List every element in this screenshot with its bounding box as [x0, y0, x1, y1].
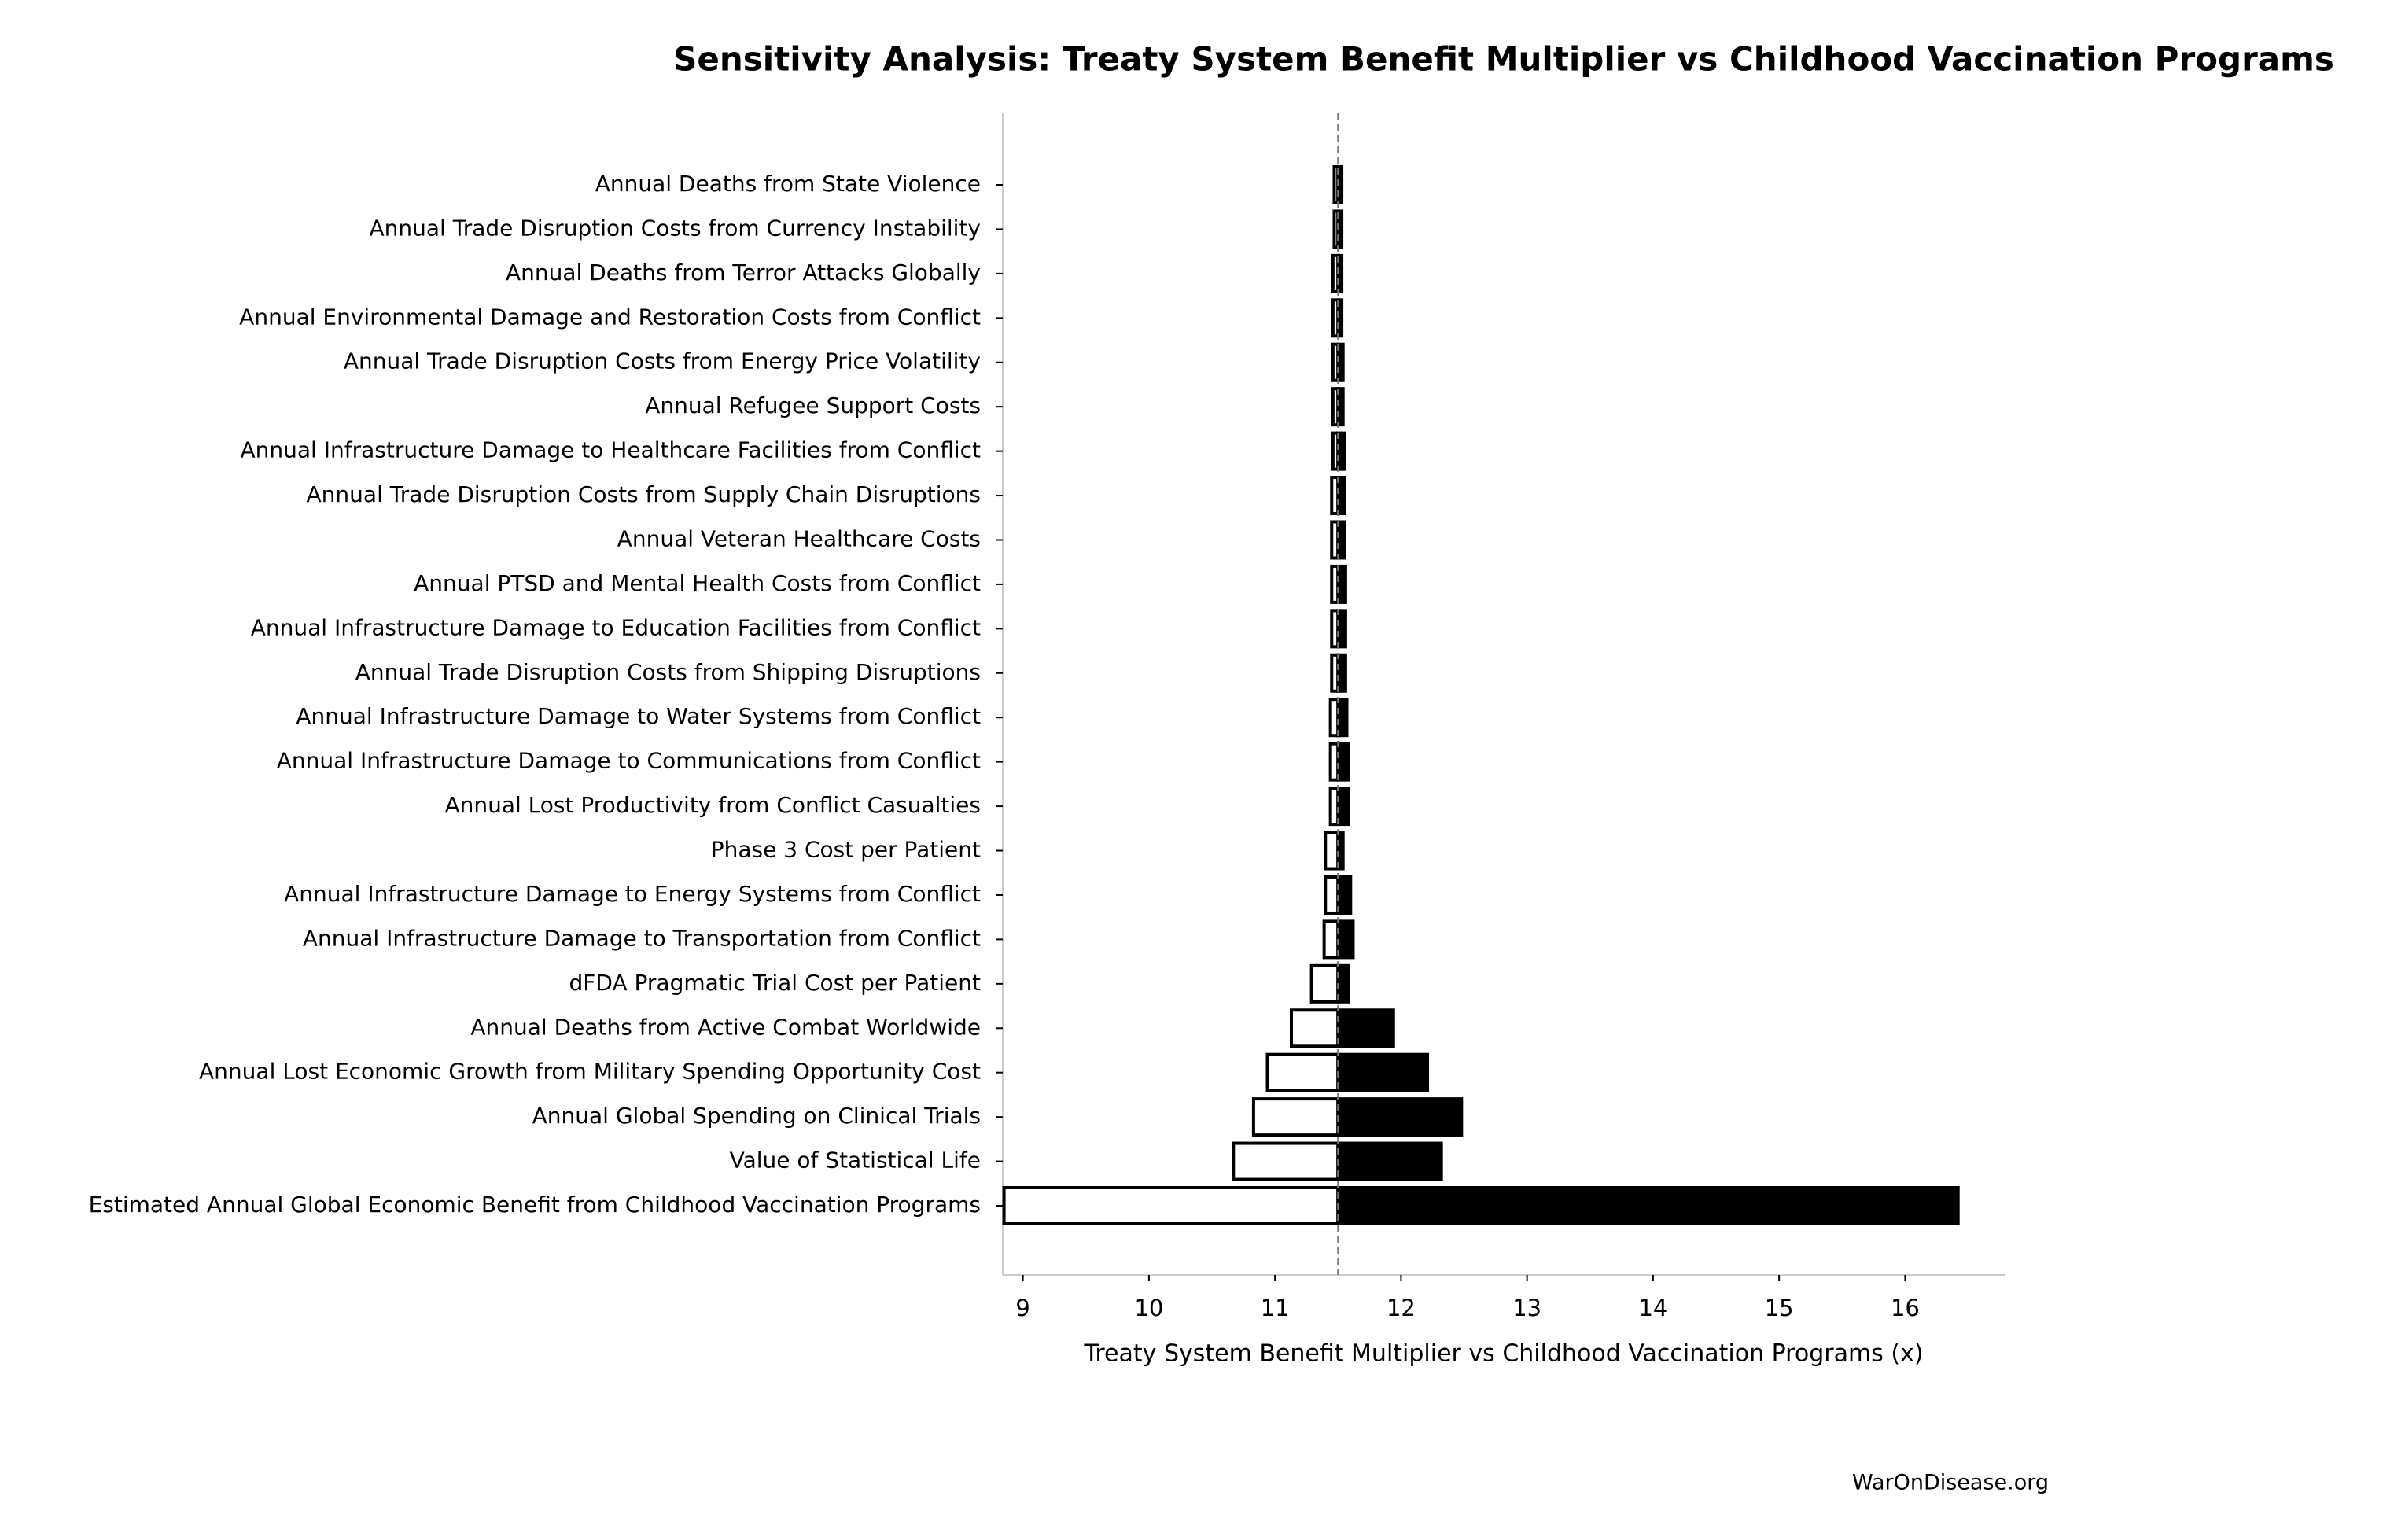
low-bar — [1251, 1097, 1340, 1137]
chart-title: Sensitivity Analysis: Treaty System Bene… — [673, 40, 2334, 79]
low-bar — [1289, 1008, 1340, 1048]
y-tick-label: Annual Infrastructure Damage to Communic… — [277, 748, 981, 774]
y-tick-label: Annual Environmental Damage and Restorat… — [239, 304, 981, 330]
x-tick-label: 15 — [1765, 1295, 1794, 1321]
high-bar — [1336, 431, 1346, 471]
x-tick-label: 16 — [1891, 1295, 1920, 1321]
low-bar — [1265, 1052, 1340, 1092]
low-bar — [1002, 1186, 1340, 1225]
y-tick-label: Annual Trade Disruption Costs from Shipp… — [355, 659, 981, 685]
high-bar — [1336, 1186, 1960, 1225]
footer: WarOnDisease.org — [1852, 1471, 2049, 1495]
y-tick-label: Annual Deaths from Active Combat Worldwi… — [470, 1014, 981, 1040]
x-tick-label: 12 — [1387, 1295, 1416, 1321]
y-tick-label: Annual Refugee Support Costs — [645, 392, 981, 418]
low-bar — [1322, 919, 1340, 960]
high-bar — [1336, 387, 1345, 427]
y-tick-label: Annual Global Spending on Clinical Trial… — [532, 1103, 981, 1129]
high-bar — [1336, 919, 1355, 960]
low-bar — [1309, 963, 1340, 1004]
x-axis-label: Treaty System Benefit Multiplier vs Chil… — [1083, 1340, 1923, 1368]
high-bar — [1336, 520, 1346, 560]
high-bar — [1336, 742, 1350, 782]
y-tick-label: Annual Infrastructure Damage to Transpor… — [303, 925, 981, 951]
y-tick-label: Annual Infrastructure Damage to Water Sy… — [296, 703, 981, 729]
high-bar — [1336, 1141, 1443, 1181]
y-tick-label: Annual Deaths from Terror Attacks Global… — [506, 260, 981, 286]
high-bar — [1336, 298, 1344, 338]
high-bar — [1336, 875, 1353, 915]
high-bar — [1336, 831, 1345, 871]
x-tick-label: 13 — [1512, 1295, 1541, 1321]
high-bar — [1336, 1052, 1430, 1092]
y-tick-label: Annual Veteran Healthcare Costs — [617, 525, 981, 551]
y-tick-label: Annual Trade Disruption Costs from Suppl… — [307, 481, 981, 507]
y-tick-label: Value of Statistical Life — [730, 1148, 981, 1173]
y-tick-label: Annual Infrastructure Damage to Energy S… — [284, 881, 981, 907]
high-bar — [1336, 342, 1345, 382]
y-tick-label: dFDA Pragmatic Trial Cost per Patient — [569, 970, 982, 996]
high-bar — [1336, 609, 1347, 649]
x-tick-label: 11 — [1261, 1295, 1290, 1321]
x-tick-label: 9 — [1015, 1295, 1029, 1321]
high-bar — [1336, 787, 1350, 827]
high-bar — [1336, 564, 1347, 604]
low-bar — [1324, 875, 1340, 915]
y-tick-label: Annual Deaths from State Violence — [595, 171, 981, 197]
high-bar — [1336, 1008, 1395, 1048]
y-tick-label: Annual Lost Economic Growth from Militar… — [199, 1059, 981, 1085]
high-bar — [1336, 653, 1347, 693]
high-bar — [1336, 1097, 1464, 1137]
low-bar — [1232, 1141, 1340, 1181]
high-bar — [1336, 698, 1349, 738]
x-tick-label: 14 — [1638, 1295, 1667, 1321]
y-tick-label: Annual Trade Disruption Costs from Energ… — [344, 348, 981, 374]
high-bar — [1336, 476, 1346, 516]
y-tick-label: Annual Trade Disruption Costs from Curre… — [369, 215, 981, 241]
y-tick-label: Estimated Annual Global Economic Benefit… — [89, 1192, 981, 1218]
high-bar — [1336, 963, 1350, 1004]
low-bar — [1324, 831, 1340, 871]
y-tick-label: Annual Lost Productivity from Conflict C… — [444, 792, 981, 818]
y-tick-label: Annual PTSD and Mental Health Costs from… — [414, 570, 981, 596]
y-tick-label: Phase 3 Cost per Patient — [711, 837, 981, 863]
y-tick-label: Annual Infrastructure Damage to Educatio… — [251, 614, 981, 640]
x-tick-label: 10 — [1134, 1295, 1163, 1321]
y-tick-label: Annual Infrastructure Damage to Healthca… — [241, 437, 982, 463]
